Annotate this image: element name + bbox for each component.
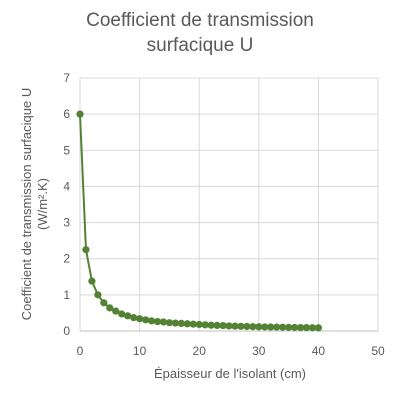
x-axis-label: Épaisseur de l'isolant (cm) [154, 366, 306, 381]
data-point [147, 317, 156, 325]
x-tick-label: 20 [193, 344, 207, 358]
y-tick-label: 1 [63, 288, 70, 302]
y-tick-label: 6 [63, 107, 70, 121]
data-point [112, 307, 120, 315]
data-point [314, 324, 322, 332]
data-point [100, 299, 108, 307]
data-point [261, 323, 269, 331]
data-point [249, 323, 257, 331]
data-point [183, 320, 191, 328]
data-point [88, 277, 96, 285]
data-point [219, 321, 227, 330]
data-point [124, 312, 132, 320]
y-axis-label-line-2: (W/m².K) [35, 178, 50, 230]
data-point [165, 319, 173, 327]
x-tick-label: 40 [312, 344, 326, 358]
data-point [76, 110, 84, 118]
data-point [273, 323, 281, 331]
data-point [237, 322, 245, 330]
data-point [136, 315, 144, 323]
data-point [231, 322, 239, 330]
chart-title-line-2: surfacique U [146, 35, 254, 56]
data-point [153, 318, 162, 326]
y-tick-labels: 0 1 2 3 4 5 6 7 [63, 71, 70, 338]
x-tick-label: 50 [371, 344, 385, 358]
y-tick-label: 7 [63, 71, 70, 85]
data-point [207, 321, 215, 329]
x-tick-labels: 0 10 20 30 40 50 [77, 344, 385, 358]
data-point [159, 318, 168, 326]
x-tick-label: 30 [252, 344, 266, 358]
y-axis-label-line-1: Coefficient de transmission surfacique U [19, 88, 34, 320]
data-point [171, 319, 179, 327]
data-point [130, 314, 138, 322]
data-point [213, 321, 221, 329]
chart-title: Coefficient de transmission surfacique U [0, 8, 400, 58]
data-point [296, 323, 305, 332]
data-point [267, 323, 275, 331]
y-tick-label: 4 [63, 179, 70, 193]
x-tick-label: 0 [77, 344, 84, 358]
data-point [255, 323, 263, 331]
data-point [141, 316, 150, 324]
data-point [189, 320, 197, 328]
chart-title-line-1: Coefficient de transmission [86, 10, 314, 31]
axes [79, 78, 378, 332]
data-point [225, 322, 233, 330]
data-point [279, 323, 287, 331]
data-point [177, 319, 185, 328]
data-point [195, 320, 203, 329]
y-tick-label: 5 [63, 143, 70, 157]
data-point [302, 324, 311, 332]
data-point [285, 323, 293, 331]
data-point [201, 321, 209, 329]
y-tick-label: 0 [63, 324, 70, 338]
series-group [76, 110, 322, 332]
y-tick-label: 2 [63, 252, 70, 266]
data-point [82, 246, 90, 254]
data-point [118, 310, 126, 318]
data-point [243, 322, 251, 331]
x-tick-label: 10 [133, 344, 147, 358]
data-point [290, 323, 299, 332]
grid-lines [80, 77, 379, 331]
data-point [94, 291, 102, 299]
data-point [308, 324, 317, 332]
y-tick-label: 3 [63, 216, 70, 230]
data-point [106, 304, 114, 312]
